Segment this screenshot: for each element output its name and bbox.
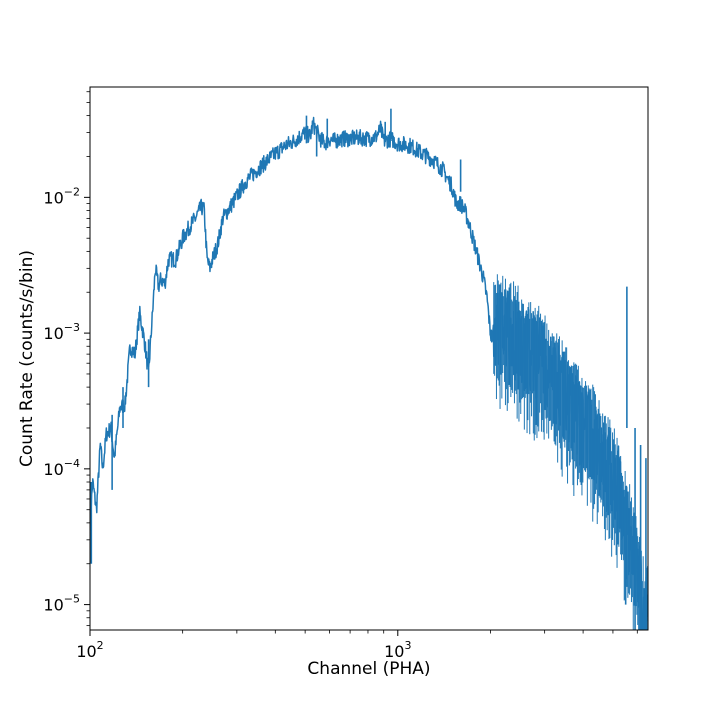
x-axis-label: Channel (PHA) — [307, 659, 430, 679]
y-axis: 10−5 10−4 10−3 10−2 — [43, 91, 90, 627]
y-tick-label: 10−2 — [43, 185, 80, 207]
x-tick-label: 102 — [76, 639, 103, 661]
y-tick-label: 10−4 — [43, 457, 80, 479]
axes-frame — [89, 86, 649, 631]
y-tick-label: 10−3 — [43, 321, 80, 343]
x-tick-label: 103 — [384, 639, 411, 661]
plot-area — [90, 108, 648, 630]
y-tick-label: 10−5 — [43, 593, 80, 615]
y-axis-label: Count Rate (counts/s/bin) — [17, 250, 37, 467]
x-axis: 102 103 — [76, 630, 638, 661]
